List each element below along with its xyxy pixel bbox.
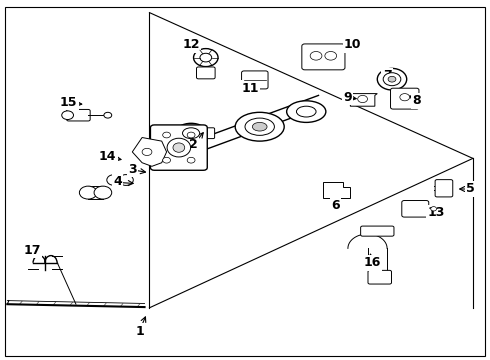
FancyBboxPatch shape: [67, 109, 90, 121]
Circle shape: [388, 76, 396, 82]
Circle shape: [94, 186, 112, 199]
Circle shape: [358, 95, 368, 103]
Circle shape: [431, 207, 437, 211]
FancyBboxPatch shape: [242, 71, 268, 89]
Text: 11: 11: [241, 82, 259, 95]
Text: 1: 1: [135, 325, 144, 338]
Text: 14: 14: [99, 150, 117, 163]
Text: 15: 15: [60, 96, 77, 109]
Polygon shape: [132, 138, 167, 166]
Ellipse shape: [182, 128, 200, 139]
Polygon shape: [323, 182, 350, 198]
Circle shape: [163, 132, 171, 138]
Text: 9: 9: [343, 91, 352, 104]
FancyBboxPatch shape: [361, 226, 394, 236]
Ellipse shape: [173, 143, 185, 152]
Text: 6: 6: [331, 199, 340, 212]
Ellipse shape: [235, 112, 284, 141]
Text: 2: 2: [189, 138, 198, 150]
Text: 7: 7: [383, 69, 392, 82]
FancyBboxPatch shape: [368, 270, 392, 284]
Text: 13: 13: [427, 206, 445, 219]
Circle shape: [383, 73, 401, 86]
Circle shape: [79, 186, 97, 199]
Text: 8: 8: [412, 94, 421, 107]
Ellipse shape: [245, 118, 274, 135]
FancyBboxPatch shape: [150, 125, 207, 170]
Text: 5: 5: [466, 183, 475, 195]
Circle shape: [119, 175, 133, 185]
Ellipse shape: [252, 122, 267, 131]
Text: 17: 17: [23, 244, 41, 257]
Circle shape: [62, 111, 74, 120]
Circle shape: [187, 157, 195, 163]
Circle shape: [187, 132, 195, 138]
Circle shape: [142, 148, 152, 156]
Circle shape: [200, 53, 212, 62]
Ellipse shape: [296, 106, 316, 117]
FancyBboxPatch shape: [168, 128, 178, 139]
Text: 10: 10: [344, 39, 362, 51]
Circle shape: [163, 157, 171, 163]
Text: 4: 4: [113, 175, 122, 188]
Circle shape: [310, 51, 322, 60]
Text: 3: 3: [128, 163, 137, 176]
FancyBboxPatch shape: [196, 67, 215, 79]
FancyBboxPatch shape: [391, 88, 419, 109]
Circle shape: [104, 112, 112, 118]
FancyBboxPatch shape: [302, 44, 345, 70]
FancyBboxPatch shape: [435, 180, 453, 197]
Ellipse shape: [175, 123, 207, 143]
Polygon shape: [348, 94, 377, 106]
FancyBboxPatch shape: [402, 201, 429, 217]
Ellipse shape: [287, 101, 326, 122]
Text: 12: 12: [182, 39, 200, 51]
Circle shape: [377, 68, 407, 90]
Circle shape: [107, 175, 122, 185]
Circle shape: [325, 51, 337, 60]
Circle shape: [194, 49, 218, 67]
FancyBboxPatch shape: [204, 128, 215, 139]
Text: 16: 16: [364, 256, 381, 269]
Circle shape: [400, 94, 410, 101]
Ellipse shape: [167, 138, 191, 157]
